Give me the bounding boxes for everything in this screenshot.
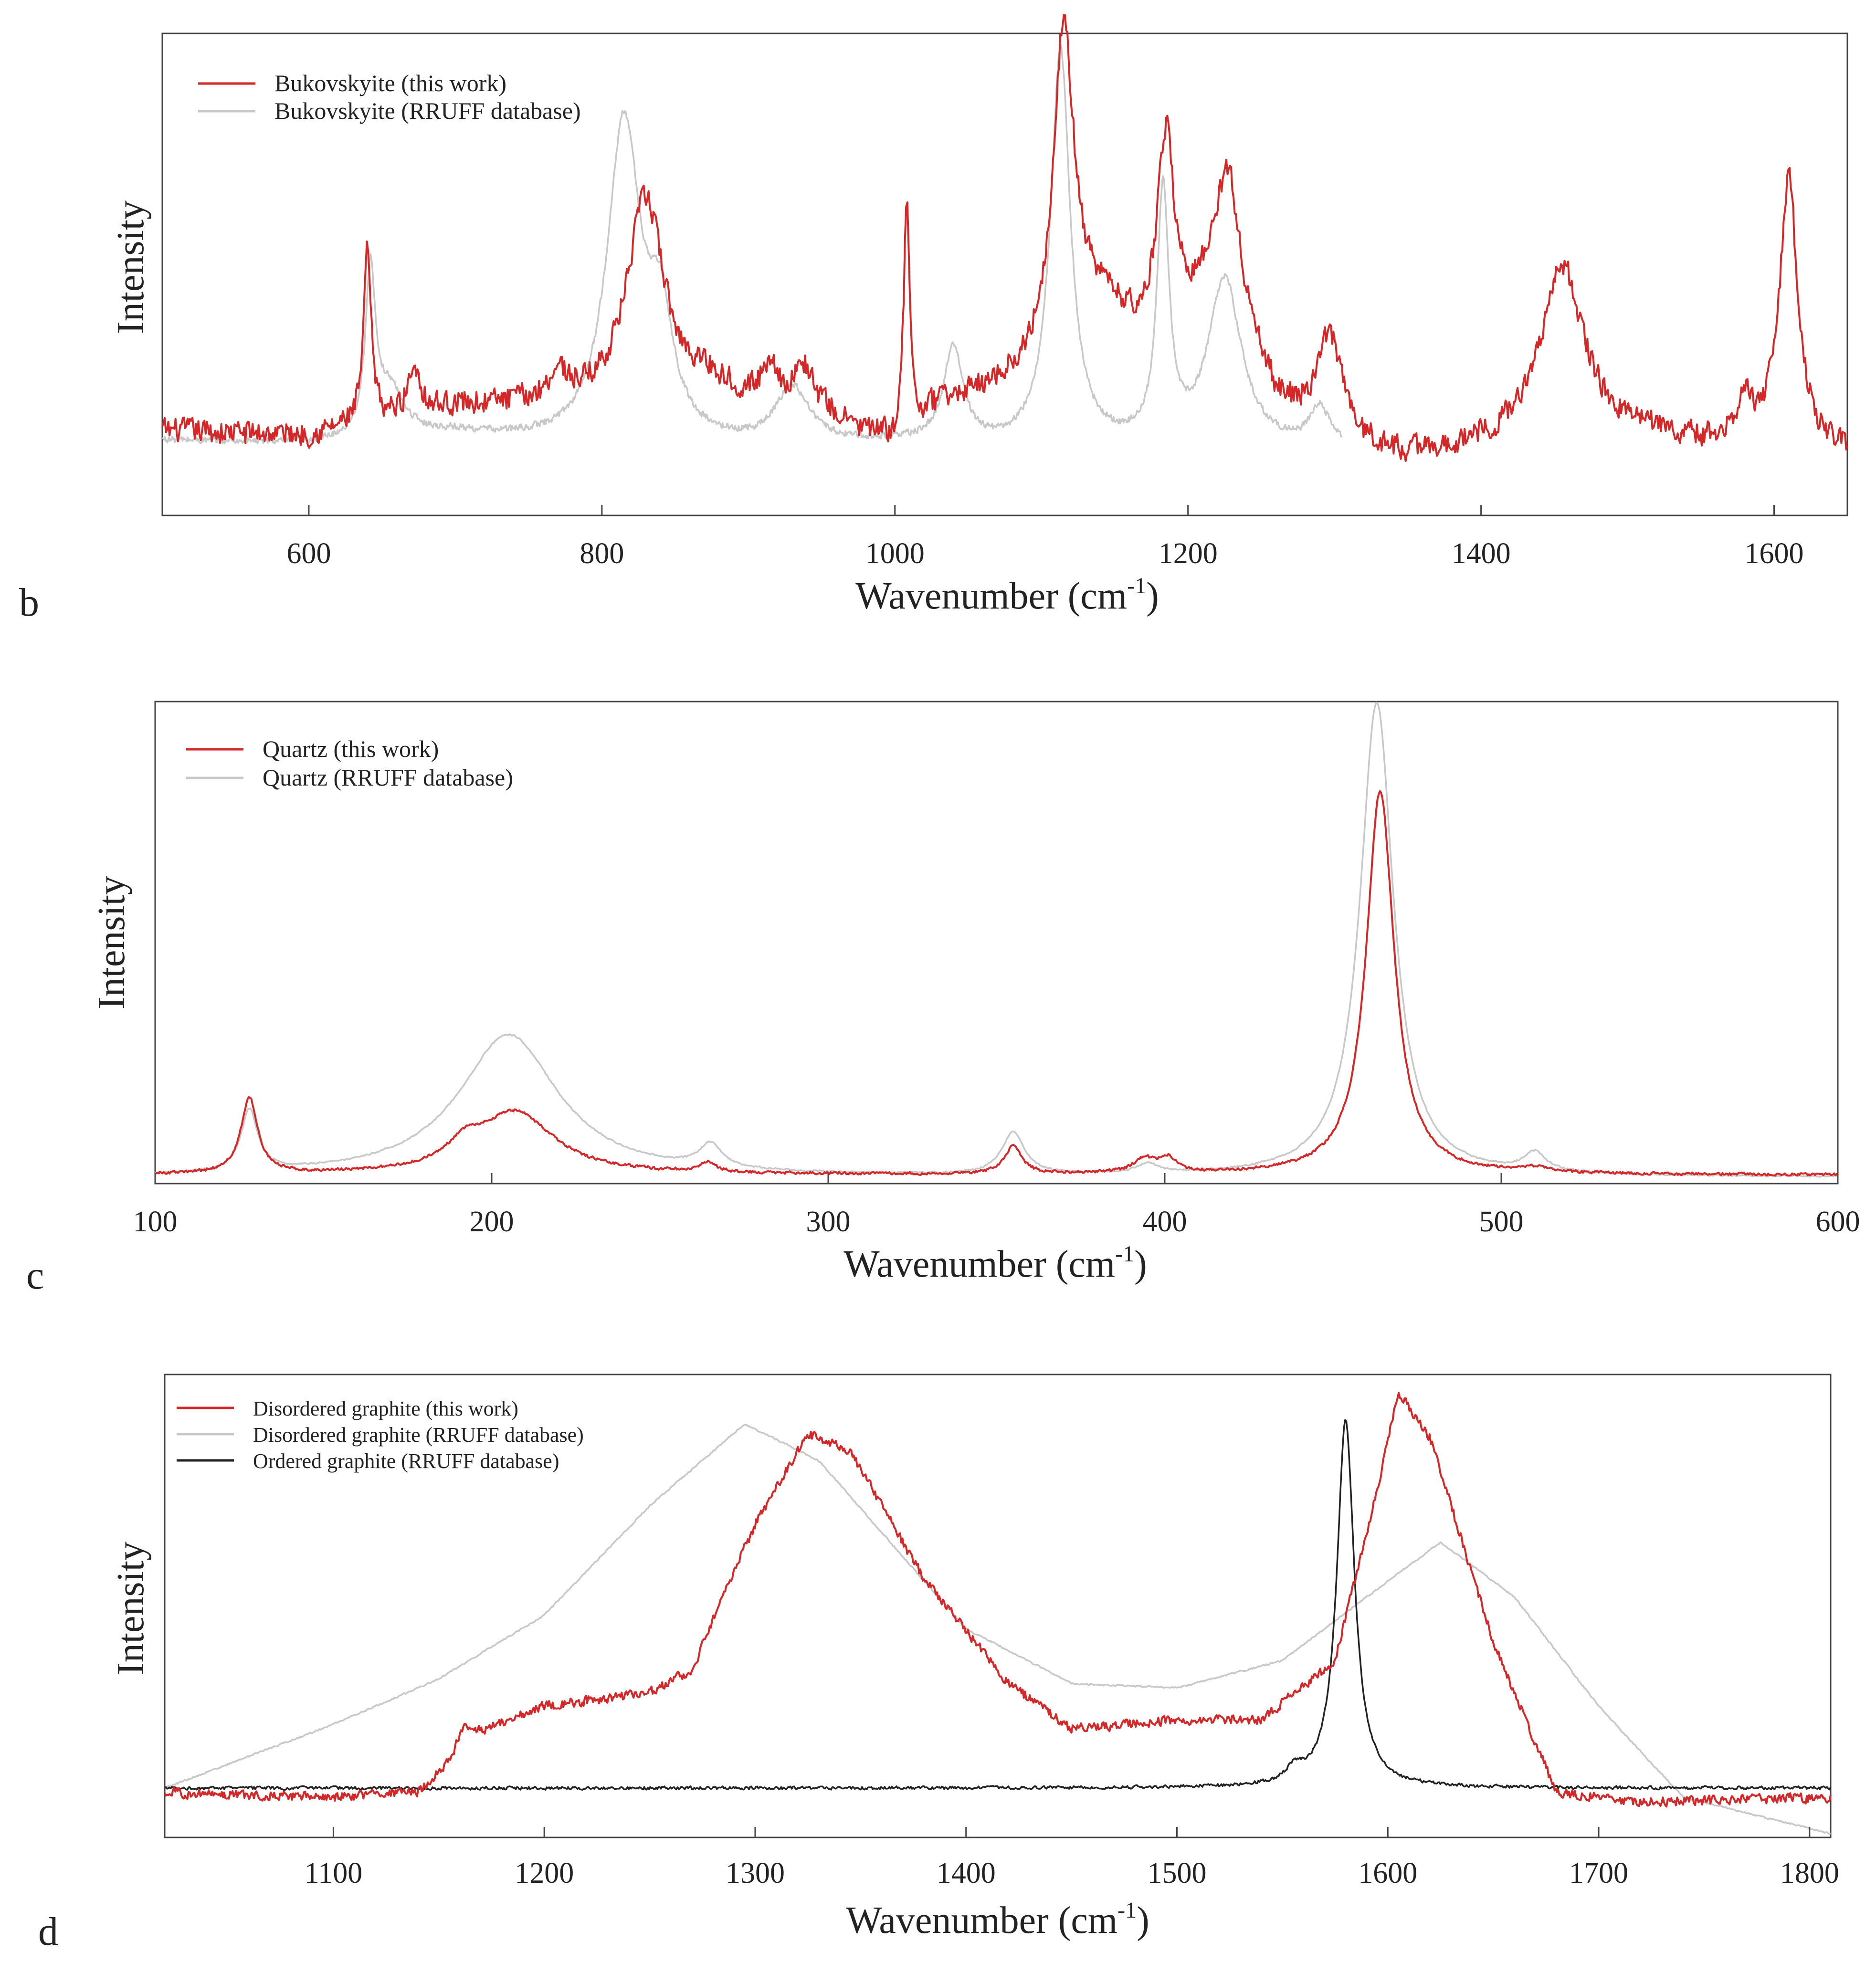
x-tick-label: 1100: [305, 1857, 363, 1889]
x-tick-label: 600: [286, 537, 331, 570]
x-tick-label: 600: [1816, 1206, 1860, 1238]
panel-d: Disordered graphite (this work) Disordere…: [38, 1374, 1839, 1954]
x-axis-ticks: 600 800 1000 1200 1400 1600: [286, 505, 1804, 570]
legend-entry: Ordered graphite (RRUFF database): [253, 1449, 559, 1473]
y-axis-label: Intensity: [110, 200, 152, 334]
x-tick-label: 1800: [1780, 1857, 1839, 1889]
series-lines: [164, 1392, 1832, 1835]
legend: Bukovskyite (this work)Bukovskyite (RRUF…: [198, 70, 581, 124]
panel-letter: d: [38, 1910, 58, 1954]
legend: Disordered graphite (this work) Disordere…: [177, 1397, 584, 1473]
x-axis-label: Wavenumber (cm-1): [846, 1898, 1149, 1941]
series-line: [162, 43, 1343, 445]
y-axis-label: Intensity: [91, 876, 133, 1009]
series-lines: [161, 14, 1848, 462]
x-tick-label: 1500: [1148, 1857, 1207, 1889]
series-line: [155, 702, 1838, 1178]
plot-frame: [154, 701, 1839, 1185]
x-tick-label: 300: [806, 1206, 851, 1238]
legend: Quartz (this work)Quartz (RRUFF database…: [186, 735, 513, 791]
series-lines: [154, 702, 1838, 1178]
x-axis-label: Wavenumber (cm-1): [855, 573, 1159, 617]
x-tick-label: 1200: [515, 1857, 574, 1889]
x-tick-label: 500: [1479, 1206, 1524, 1238]
x-tick-label: 1600: [1358, 1857, 1417, 1889]
panel-b: Bukovskyite (this work)Bukovskyite (RRUF…: [19, 14, 1848, 625]
x-axis-ticks: 100 200 300 400 500 600: [133, 1173, 1860, 1238]
y-axis-label: Intensity: [110, 1542, 152, 1675]
plot-frame: [164, 1374, 1832, 1838]
legend-entry: Quartz (this work): [263, 735, 439, 762]
series-line: [164, 1419, 1832, 1791]
x-tick-label: 400: [1143, 1206, 1187, 1238]
x-tick-label: 1000: [865, 537, 925, 570]
x-tick-label: 1400: [1452, 537, 1511, 570]
legend-entry: Disordered graphite (RRUFF database): [253, 1423, 584, 1447]
x-tick-label: 800: [580, 537, 624, 570]
panel-c: Quartz (this work)Quartz (RRUFF database…: [26, 701, 1860, 1298]
x-axis-ticks: 1100 1200 1300 1400 1500 1600 1700 1800: [305, 1827, 1839, 1889]
plot-frame: [161, 32, 1848, 516]
legend-entry: Bukovskyite (RRUFF database): [274, 97, 581, 124]
legend-entry: Bukovskyite (this work): [274, 70, 506, 96]
x-tick-label: 1400: [937, 1857, 996, 1889]
x-tick-label: 1600: [1745, 537, 1804, 570]
x-tick-label: 1300: [726, 1857, 785, 1889]
series-line: [154, 790, 1838, 1177]
panel-letter: b: [19, 580, 39, 625]
series-line: [164, 1424, 1831, 1835]
series-line: [161, 14, 1848, 462]
x-tick-label: 100: [133, 1206, 178, 1238]
series-line: [164, 1392, 1832, 1808]
legend-entry: Quartz (RRUFF database): [263, 764, 513, 791]
panel-letter: c: [26, 1253, 44, 1298]
legend-entry: Disordered graphite (this work): [253, 1397, 518, 1420]
x-tick-label: 1200: [1159, 537, 1218, 570]
x-axis-label: Wavenumber (cm-1): [843, 1241, 1147, 1285]
x-tick-label: 200: [470, 1206, 514, 1238]
x-tick-label: 1700: [1569, 1857, 1628, 1889]
